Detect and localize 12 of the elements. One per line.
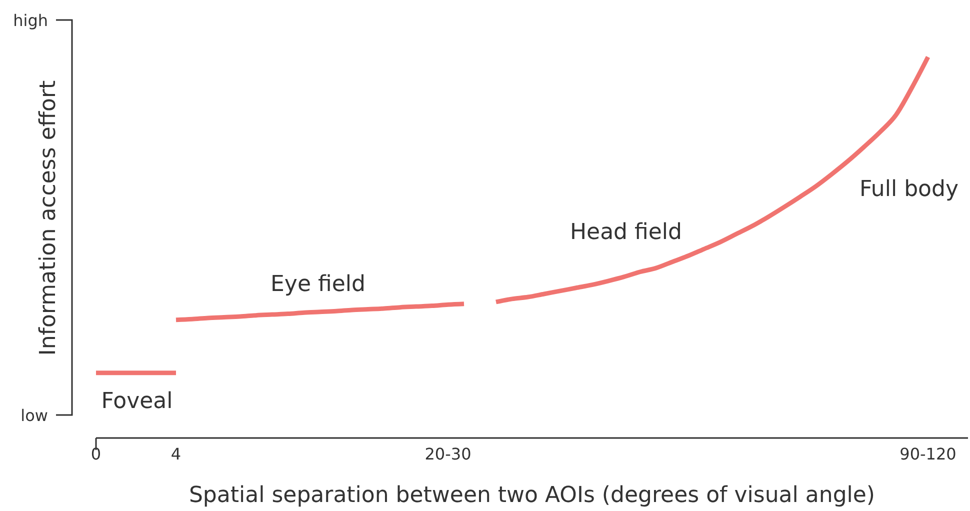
x-axis-title: Spatial separation between two AOIs (degrees of visual angle) — [188, 483, 876, 508]
y-axis-title: Information access effort — [36, 80, 61, 356]
annotation: Foveal — [101, 389, 173, 414]
annotation: Head field — [570, 220, 682, 245]
text: high — [13, 11, 48, 30]
text: low — [20, 406, 48, 425]
x-tick-label: 4 — [170, 444, 182, 464]
annotation: Full body — [859, 177, 959, 202]
annotation: Eye field — [270, 272, 366, 297]
x-tick-label: 90-120 — [900, 444, 956, 464]
x-tick-label: 20-30 — [424, 444, 472, 464]
x-tick-label: 0 — [90, 444, 102, 464]
